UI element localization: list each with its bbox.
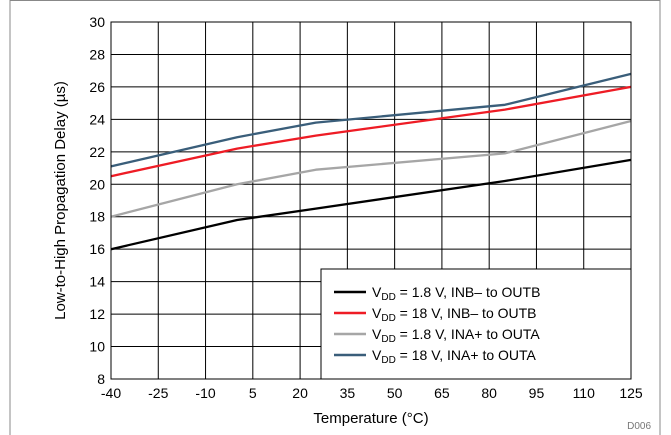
- x-tick-label: -40: [101, 385, 121, 401]
- y-tick-label: 10: [89, 339, 105, 355]
- y-tick-label: 22: [89, 144, 105, 160]
- x-tick-label: 95: [529, 385, 545, 401]
- x-tick-label: 20: [292, 385, 308, 401]
- y-tick-label: 30: [89, 14, 105, 30]
- y-tick-label: 28: [89, 46, 105, 62]
- y-tick-label: 16: [89, 241, 105, 257]
- x-tick-label: 110: [573, 385, 596, 401]
- series-line: [111, 121, 631, 217]
- series-line: [111, 160, 631, 249]
- x-tick-label: -10: [195, 385, 215, 401]
- series-line: [111, 87, 631, 176]
- series-lines: [111, 74, 631, 249]
- x-axis-label: Temperature (°C): [313, 410, 428, 427]
- y-axis-label: Low-to-High Propagation Delay (µs): [52, 81, 69, 320]
- y-tick-label: 26: [89, 79, 105, 95]
- y-tick-label: 14: [89, 274, 105, 290]
- series-line: [111, 74, 631, 166]
- y-tick-label: 12: [89, 306, 105, 322]
- x-axis-ticks: -40 -25 -10 5 20 35 50 65 80 95 110 125: [101, 385, 643, 401]
- x-tick-label: 65: [434, 385, 450, 401]
- y-tick-label: 24: [89, 111, 105, 127]
- x-tick-label: 80: [481, 385, 497, 401]
- y-tick-label: 20: [89, 176, 105, 192]
- x-tick-label: 50: [387, 385, 403, 401]
- x-tick-label: -25: [148, 385, 168, 401]
- x-tick-label: 35: [340, 385, 356, 401]
- figure-code: D006: [627, 421, 651, 432]
- x-tick-label: 5: [249, 385, 257, 401]
- x-tick-label: 125: [619, 385, 643, 401]
- y-tick-label: 18: [89, 209, 105, 225]
